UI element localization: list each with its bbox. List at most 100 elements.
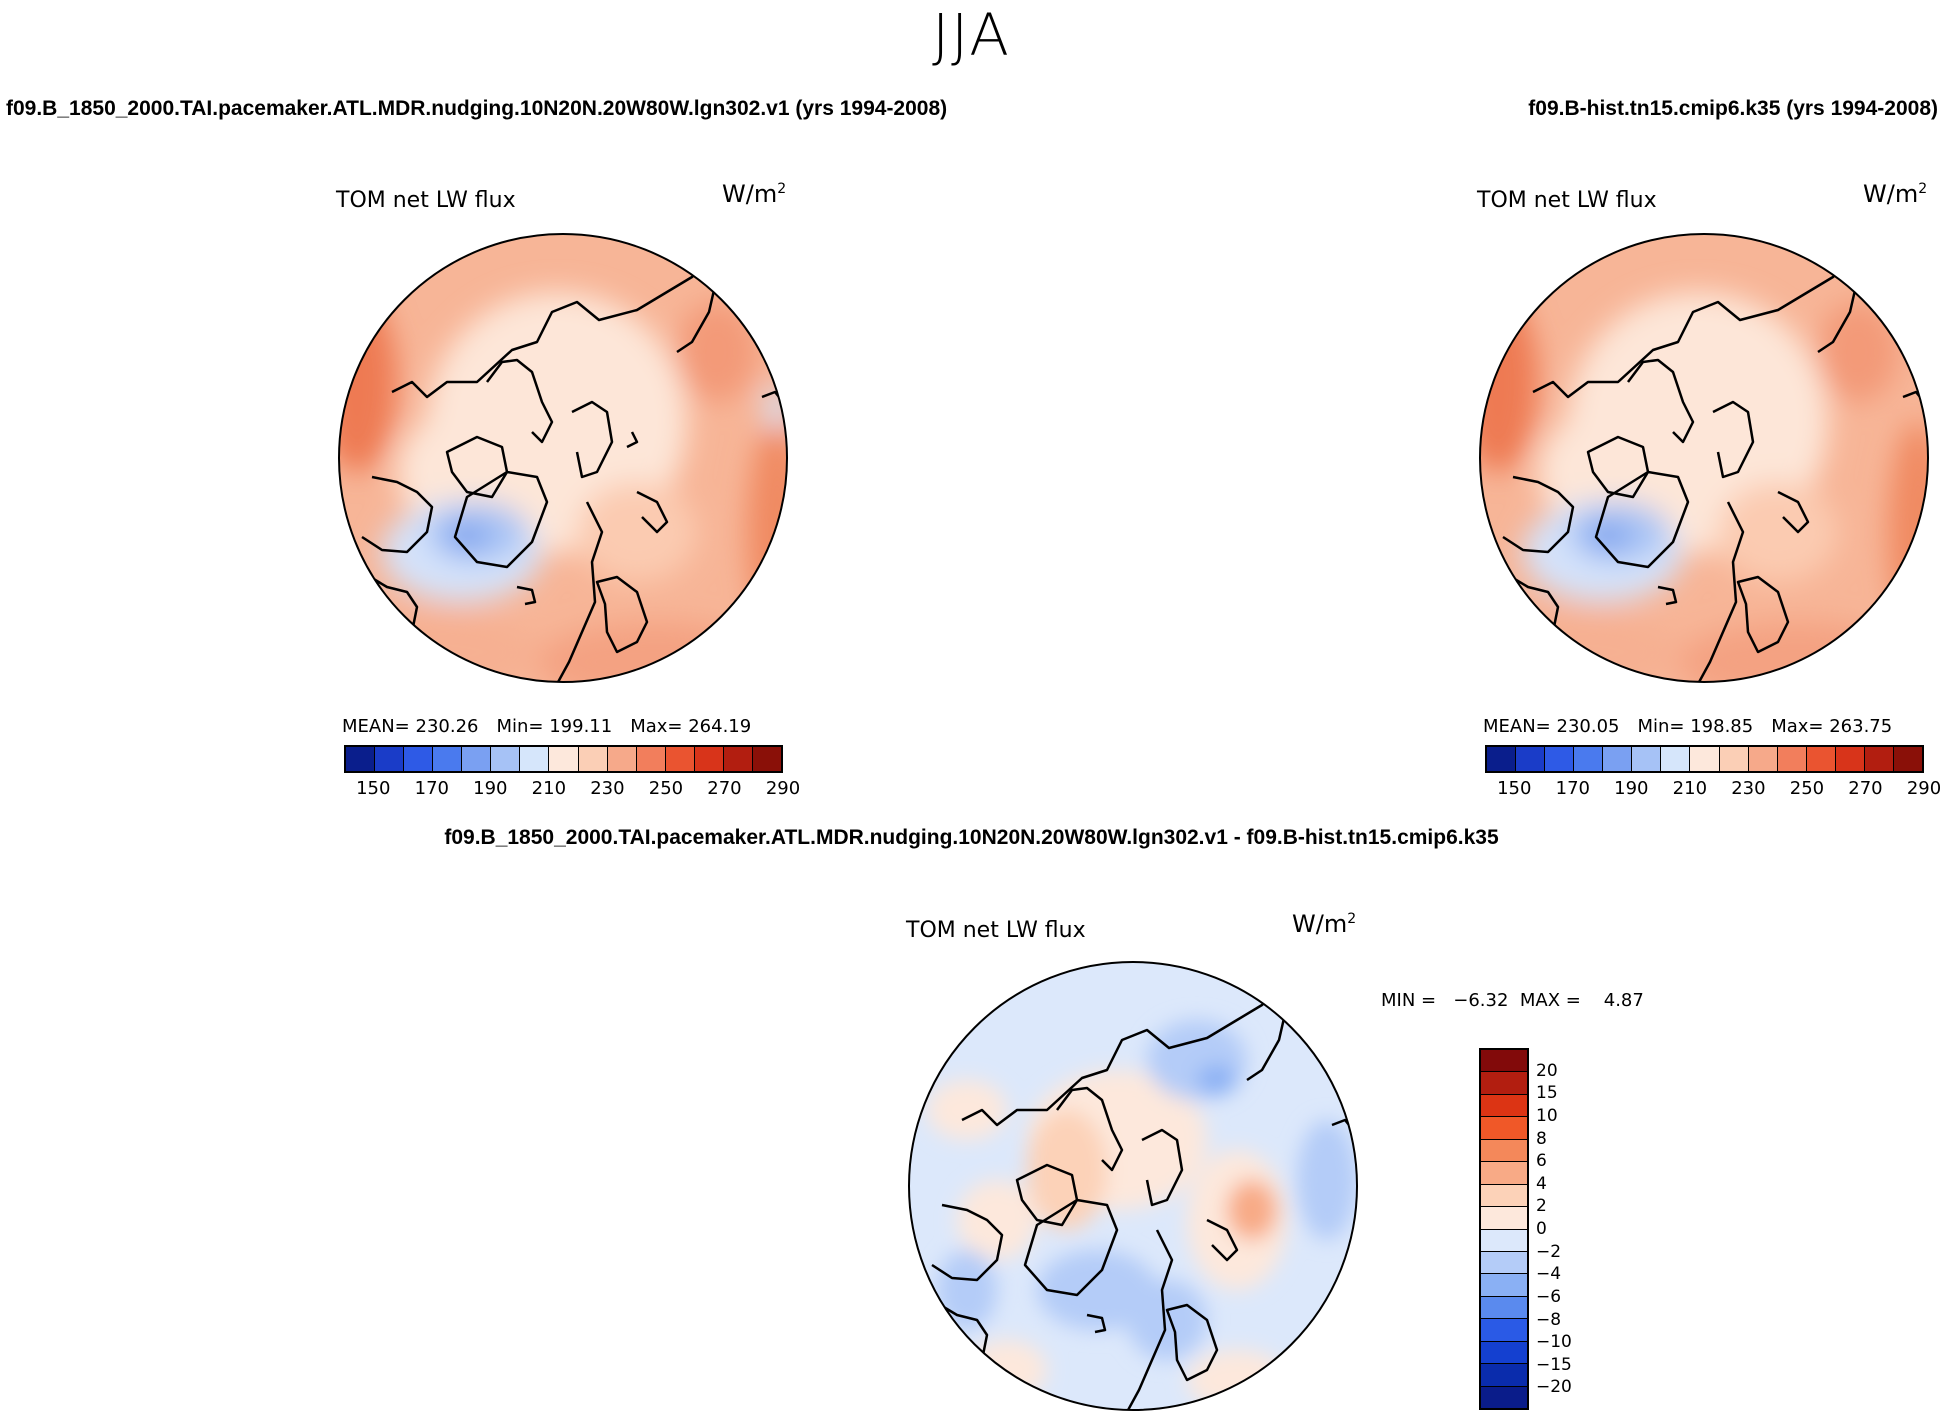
right-colorbar-swatch <box>1574 747 1604 771</box>
left-colorbar-swatch <box>549 747 579 771</box>
right-colorbar-swatch <box>1545 747 1575 771</box>
left-mean: MEAN= 230.26 <box>342 716 479 737</box>
right-variable-label: TOM net LW flux <box>1477 188 1657 213</box>
left-colorbar <box>344 745 783 773</box>
diff-colorbar-swatch <box>1481 1207 1527 1230</box>
diff-colorbar-swatch <box>1481 1386 1527 1408</box>
diff-colorbar-tick: 20 <box>1536 1060 1558 1081</box>
diff-colorbar-tick: 0 <box>1536 1219 1547 1239</box>
diff-colorbar-tick: −15 <box>1536 1354 1572 1375</box>
right-colorbar-tick: 230 <box>1731 778 1766 799</box>
left-colorbar-swatch <box>752 747 781 771</box>
diff-colorbar-swatch <box>1481 1094 1527 1118</box>
left-unit-label: W/m2 <box>722 180 787 208</box>
right-colorbar-swatch <box>1835 747 1865 771</box>
right-colorbar-swatch <box>1603 747 1633 771</box>
diff-colorbar-swatch <box>1481 1162 1527 1185</box>
diff-case-title: f09.B_1850_2000.TAI.pacemaker.ATL.MDR.nu… <box>444 826 1499 849</box>
diff-colorbar-swatch <box>1481 1296 1527 1320</box>
left-colorbar-swatch <box>375 747 405 771</box>
right-colorbar-swatch <box>1864 747 1894 771</box>
right-colorbar-swatch <box>1516 747 1546 771</box>
diff-colorbar-tick: −2 <box>1536 1241 1562 1262</box>
left-min: Min= 199.11 <box>496 716 613 737</box>
diff-colorbar <box>1479 1048 1529 1410</box>
right-colorbar <box>1485 745 1924 773</box>
diff-colorbar-tick: −8 <box>1536 1309 1562 1330</box>
right-min: Min= 198.85 <box>1637 716 1754 737</box>
diff-colorbar-swatch <box>1481 1251 1527 1275</box>
diff-colorbar-tick: 4 <box>1536 1173 1547 1194</box>
diff-colorbar-tick: 8 <box>1536 1128 1547 1149</box>
diff-colorbar-swatch <box>1481 1341 1527 1365</box>
right-colorbar-tick: 190 <box>1614 778 1649 799</box>
diff-colorbar-swatch <box>1481 1364 1527 1387</box>
left-colorbar-swatch <box>520 747 550 771</box>
right-colorbar-labels: 150 170 190 210 230 250 270 290 <box>1485 778 1941 802</box>
right-colorbar-tick: 250 <box>1789 778 1825 799</box>
left-colorbar-swatch <box>404 747 434 771</box>
figure-title: JJA <box>932 1 1011 69</box>
left-colorbar-swatch <box>578 747 608 771</box>
right-colorbar-swatch <box>1632 747 1662 771</box>
diff-variable-label: TOM net LW flux <box>906 918 1086 943</box>
right-max: Max= 263.75 <box>1771 716 1893 737</box>
left-variable-label: TOM net LW flux <box>336 188 516 213</box>
left-colorbar-tick: 210 <box>531 778 567 799</box>
right-mean: MEAN= 230.05 <box>1483 716 1620 737</box>
diff-colorbar-swatch <box>1481 1184 1527 1208</box>
left-colorbar-labels: 150 170 190 210 230 250 270 290 <box>344 778 800 802</box>
left-colorbar-swatch <box>636 747 666 771</box>
left-colorbar-swatch <box>346 747 376 771</box>
left-colorbar-swatch <box>607 747 637 771</box>
right-colorbar-swatch <box>1719 747 1749 771</box>
left-max: Max= 264.19 <box>630 716 752 737</box>
diff-colorbar-tick: 10 <box>1536 1105 1558 1126</box>
diff-colorbar-swatch <box>1481 1319 1527 1342</box>
left-colorbar-tick: 230 <box>590 778 625 799</box>
right-case-title: f09.B-hist.tn15.cmip6.k35 (yrs 1994-2008… <box>1528 97 1938 120</box>
right-colorbar-swatch <box>1893 747 1922 771</box>
right-unit-label: W/m2 <box>1863 180 1928 208</box>
diff-colorbar-swatch <box>1481 1050 1527 1073</box>
right-colorbar-tick: 170 <box>1555 778 1590 799</box>
diff-colorbar-swatch <box>1481 1139 1527 1163</box>
left-colorbar-tick: 270 <box>707 778 742 799</box>
right-colorbar-swatch <box>1661 747 1691 771</box>
right-polar-map <box>1479 233 1929 683</box>
left-colorbar-swatch <box>723 747 753 771</box>
right-colorbar-tick: 150 <box>1497 778 1532 799</box>
left-polar-map <box>338 233 788 683</box>
left-colorbar-swatch <box>462 747 492 771</box>
right-colorbar-swatch <box>1806 747 1836 771</box>
right-stats: MEAN= 230.05 Min= 198.85 Max= 263.75 <box>1483 716 1892 737</box>
left-colorbar-tick: 190 <box>473 778 508 799</box>
diff-colorbar-labels: 20 15 10 8 6 4 2 0 −2 −4 −6 −8 −10 −15 −20 <box>1536 1048 1596 1410</box>
right-colorbar-tick: 270 <box>1848 778 1883 799</box>
diff-colorbar-tick: −4 <box>1536 1264 1562 1285</box>
diff-colorbar-swatch <box>1481 1072 1527 1095</box>
left-colorbar-swatch <box>694 747 724 771</box>
left-colorbar-swatch <box>433 747 463 771</box>
diff-colorbar-swatch <box>1481 1274 1527 1297</box>
left-case-title: f09.B_1850_2000.TAI.pacemaker.ATL.MDR.nu… <box>6 97 948 120</box>
right-colorbar-swatch <box>1487 747 1517 771</box>
left-colorbar-tick: 250 <box>648 778 684 799</box>
left-stats: MEAN= 230.26 Min= 199.11 Max= 264.19 <box>342 716 751 737</box>
right-colorbar-tick: 210 <box>1672 778 1708 799</box>
left-colorbar-swatch <box>491 747 521 771</box>
diff-unit-label: W/m2 <box>1292 910 1357 938</box>
diff-colorbar-tick: −20 <box>1536 1377 1572 1398</box>
left-colorbar-tick: 170 <box>414 778 449 799</box>
diff-minmax: MIN = −6.32 MAX = 4.87 <box>1381 990 1644 1011</box>
left-colorbar-tick: 290 <box>765 778 801 799</box>
right-colorbar-swatch <box>1748 747 1778 771</box>
right-colorbar-swatch <box>1690 747 1720 771</box>
diff-colorbar-swatch <box>1481 1117 1527 1140</box>
diff-colorbar-tick: 2 <box>1536 1196 1547 1217</box>
diff-colorbar-tick: 15 <box>1536 1083 1558 1104</box>
diff-polar-map <box>908 961 1358 1411</box>
diff-colorbar-tick: −6 <box>1536 1286 1562 1307</box>
diff-colorbar-tick: −10 <box>1536 1332 1572 1353</box>
right-colorbar-swatch <box>1777 747 1807 771</box>
